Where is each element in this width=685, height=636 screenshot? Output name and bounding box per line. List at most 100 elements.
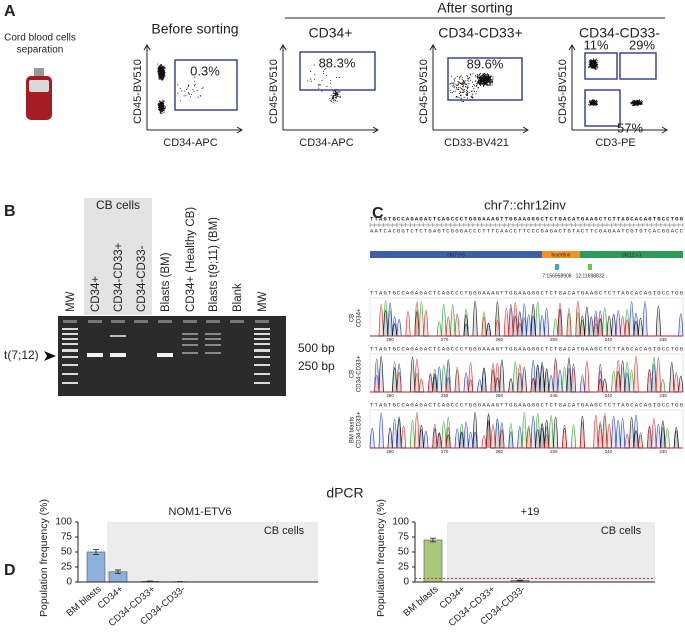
event-dot: [470, 96, 472, 98]
event-dot: [335, 92, 338, 94]
event-dot: [449, 89, 451, 91]
event-dot: [640, 99, 642, 102]
event-dot: [480, 74, 482, 77]
event-dot: [160, 111, 162, 113]
trace-curve: [370, 412, 683, 449]
event-dot: [330, 100, 333, 103]
event-dot: [466, 79, 468, 82]
event-dot: [476, 75, 479, 77]
event-dot: [596, 64, 598, 66]
event-dot: [454, 80, 456, 82]
event-dot: [588, 101, 590, 103]
event-dot: [158, 67, 161, 69]
event-dot: [486, 81, 488, 83]
bar: [86, 551, 106, 583]
event-dot: [466, 75, 468, 77]
group-shade: [447, 522, 655, 582]
event-dot: [457, 81, 459, 83]
event-dot: [481, 77, 483, 79]
event-dot: [334, 100, 336, 102]
trace-name: CB: [350, 370, 356, 378]
event-dot: [450, 91, 452, 93]
y-tick-label: 75: [61, 532, 73, 543]
event-dot: [478, 76, 481, 78]
event-dot: [637, 100, 639, 102]
event-dot: [159, 105, 161, 107]
event-dot: [460, 75, 462, 77]
event-dot: [451, 75, 453, 77]
event-dot: [196, 89, 198, 91]
after-title: After sorting: [437, 0, 512, 16]
lane-label: MW: [65, 291, 77, 312]
gate-label: 89.6%: [467, 56, 504, 71]
event-dot: [455, 84, 457, 86]
event-dot: [464, 86, 467, 88]
lane-label: CD34+ (Healthy CB): [185, 207, 197, 312]
event-dot: [476, 84, 478, 86]
event-dot: [158, 106, 160, 109]
event-dot: [462, 88, 464, 90]
event-dot: [631, 104, 634, 107]
event-dot: [641, 103, 643, 105]
ladder-band: [254, 343, 270, 345]
event-dot: [329, 97, 331, 99]
event-dot: [188, 84, 190, 86]
plot-title: CD34-CD33-: [579, 25, 660, 41]
event-dot: [591, 64, 593, 66]
event-dot: [460, 97, 462, 99]
event-dot: [489, 79, 491, 81]
event-dot: [461, 83, 463, 85]
event-dot: [162, 67, 164, 69]
event-dot: [310, 78, 312, 80]
event-dot: [470, 90, 472, 93]
event-dot: [158, 75, 160, 77]
event-dot: [486, 76, 489, 78]
event-dot: [477, 78, 479, 80]
event-dot: [188, 92, 190, 95]
event-dot: [458, 81, 460, 83]
flow-plot: [143, 44, 243, 134]
event-dot: [162, 99, 164, 101]
event-dot: [158, 73, 160, 75]
flow-plot: [568, 44, 668, 134]
event-dot: [487, 74, 489, 77]
event-dot: [462, 84, 464, 86]
event-dot: [456, 75, 458, 78]
event-dot: [453, 82, 455, 84]
well: [183, 320, 197, 323]
event-dot: [202, 87, 204, 89]
event-dot: [491, 79, 493, 81]
event-dot: [162, 65, 164, 67]
event-dot: [159, 100, 161, 102]
event-dot: [472, 90, 474, 92]
event-dot: [487, 85, 489, 87]
event-dot: [190, 96, 192, 98]
event-dot: [179, 100, 182, 102]
event-dot: [468, 80, 470, 82]
y-tick-label: 25: [398, 562, 410, 573]
event-dot: [321, 90, 323, 92]
event-dot: [462, 91, 464, 93]
event-dot: [467, 85, 469, 87]
event-dot: [595, 64, 597, 66]
event-dot: [163, 75, 165, 77]
event-dot: [457, 88, 459, 90]
trace-tick: 260: [495, 449, 503, 454]
event-dot: [591, 59, 593, 62]
event-dot: [162, 79, 164, 81]
trace-curve: [370, 300, 683, 337]
event-dot: [592, 64, 594, 67]
event-dot: [470, 74, 472, 76]
event-dot: [478, 74, 480, 76]
well: [230, 320, 244, 323]
y-tick-label: 50: [398, 547, 410, 558]
trace-curve: [370, 355, 683, 393]
event-dot: [456, 96, 458, 98]
event-dot: [592, 59, 594, 61]
event-dot: [485, 75, 487, 78]
event-dot: [484, 78, 486, 80]
event-dot: [463, 81, 465, 83]
ladder-band: [62, 349, 78, 352]
breakpoint-marker: [588, 264, 592, 270]
